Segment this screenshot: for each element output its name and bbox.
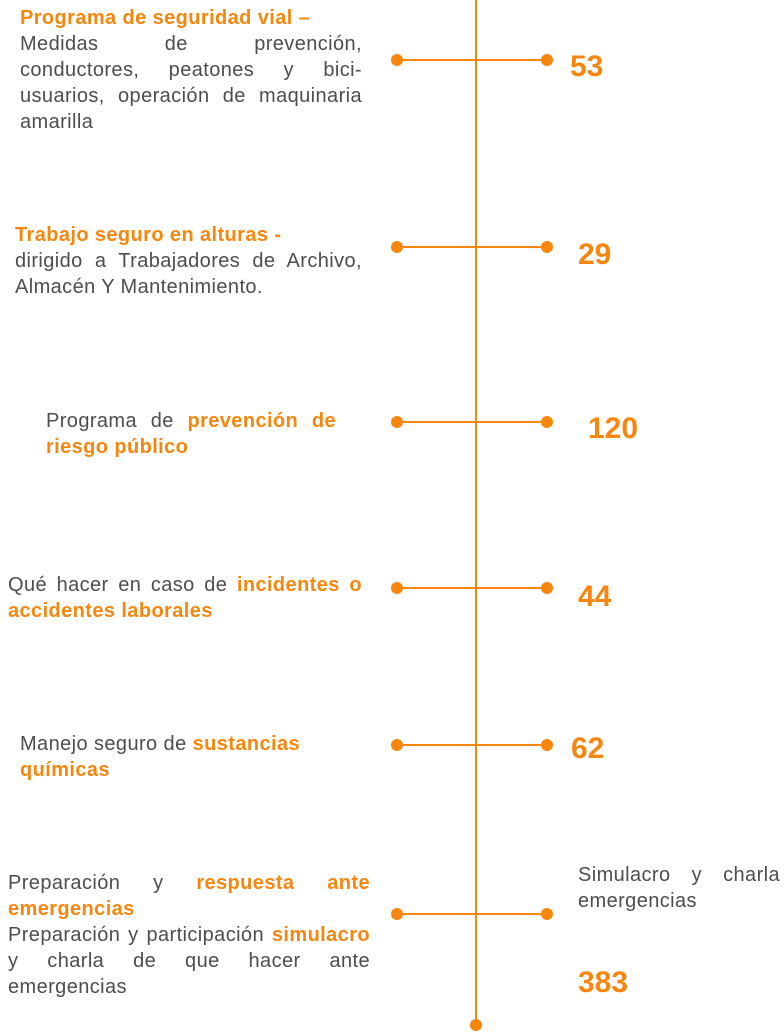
item-text: Qué hacer en caso de incidentes o accide… <box>8 572 362 624</box>
connector-dot <box>391 241 403 253</box>
connector-dot <box>541 739 553 751</box>
connector-dot <box>541 54 553 66</box>
paragraph: dirigido a Trabajadores de Archivo, Alma… <box>15 248 362 300</box>
paragraph: Preparación y participación simulacro y … <box>8 922 370 1000</box>
body-text: Preparación y <box>8 872 197 894</box>
item-text: Programa de prevención de riesgo público <box>46 408 336 460</box>
highlight-text: Trabajo seguro en alturas - <box>15 224 282 246</box>
connector-dot <box>541 416 553 428</box>
paragraph: Programa de seguridad vial – <box>20 5 362 31</box>
count: 44 <box>578 580 612 613</box>
paragraph: Simulacro y charla emergencias <box>578 864 780 912</box>
count: 53 <box>570 50 604 83</box>
paragraph: Programa de prevención de riesgo público <box>46 408 336 460</box>
paragraph: Qué hacer en caso de incidentes o accide… <box>8 572 362 624</box>
body-text: y charla de que hacer ante emergencias <box>8 950 370 998</box>
count: 62 <box>571 732 605 765</box>
body-text: Qué hacer en caso de <box>8 574 237 596</box>
caption: Simulacro y charla emergencias <box>578 862 780 914</box>
highlight-text: respuesta ante emergencias <box>8 872 370 920</box>
connector-dot <box>391 908 403 920</box>
body-text: Programa de <box>46 410 188 432</box>
body-text: dirigido a Trabajadores de Archivo, Alma… <box>15 250 362 298</box>
highlight-text: simulacro <box>271 924 370 946</box>
body-text: Preparación y participación <box>8 924 272 946</box>
count: 120 <box>588 412 639 445</box>
paragraph: Manejo seguro de sustancias químicas <box>20 731 300 783</box>
connector-dot <box>541 908 553 920</box>
highlight-text: incidentes o accidentes laborales <box>8 574 362 622</box>
paragraph: Trabajo seguro en alturas - <box>15 222 362 248</box>
item-text: Trabajo seguro en alturas - dirigido a Tr… <box>15 222 362 300</box>
body-text: Manejo seguro de <box>20 733 193 755</box>
count: 383 <box>578 966 629 999</box>
connector-dot <box>391 582 403 594</box>
item-text: Preparación y respuesta ante emergencias… <box>8 870 370 1000</box>
connector-dot <box>391 416 403 428</box>
connector-dot <box>391 739 403 751</box>
item-text: Programa de seguridad vial – Medidas de p… <box>20 5 362 135</box>
connector-dot <box>391 54 403 66</box>
body-text: Medidas de prevención, conductores, peat… <box>20 33 362 133</box>
highlight-text: sustancias químicas <box>20 733 300 781</box>
highlight-text: Programa de seguridad vial – <box>20 7 311 29</box>
connector-dot <box>541 582 553 594</box>
paragraph: Preparación y respuesta ante emergencias <box>8 870 370 922</box>
item-text: Manejo seguro de sustancias químicas <box>20 731 300 783</box>
count: 29 <box>578 238 612 271</box>
paragraph: Medidas de prevención, conductores, peat… <box>20 31 362 135</box>
connector-dot <box>541 241 553 253</box>
highlight-text: prevención de riesgo público <box>46 410 336 458</box>
timeline-end-dot <box>470 1019 482 1031</box>
